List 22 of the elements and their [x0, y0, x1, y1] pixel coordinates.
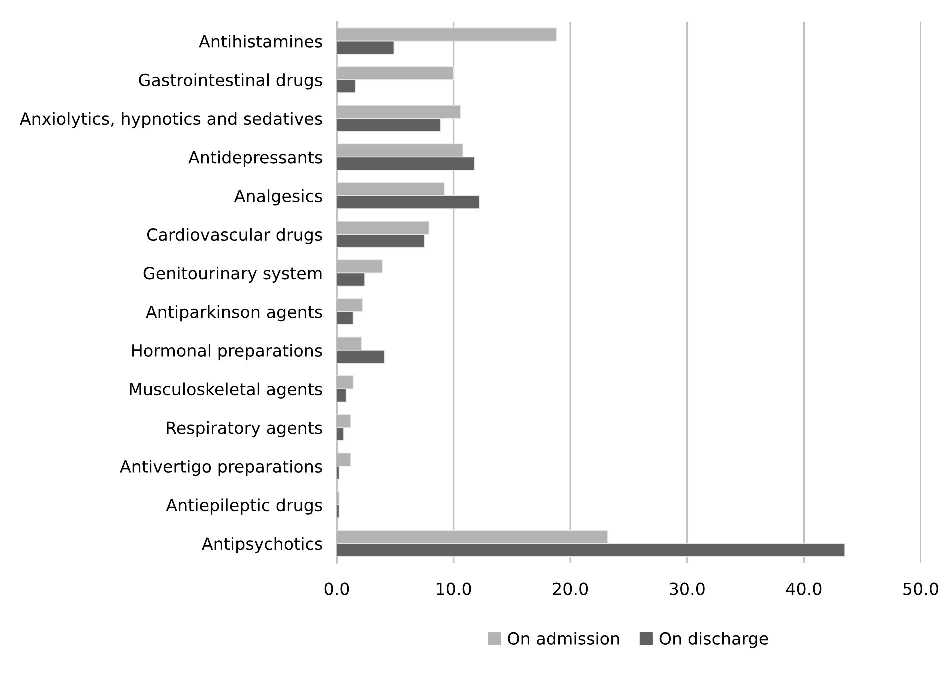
y-tick-label: Antiepileptic drugs	[166, 498, 322, 515]
y-tick-label: Antipsychotics	[202, 537, 322, 554]
legend-label: On admission	[508, 632, 620, 645]
x-tick-label: 10.0	[437, 582, 472, 596]
y-tick-label: Genitourinary system	[144, 266, 322, 283]
x-tick-label: 40.0	[786, 582, 822, 596]
y-tick-label: Hormonal preparations	[132, 344, 322, 360]
x-tick-label: 50.0	[904, 582, 938, 596]
y-tick-label: Respiratory agents	[167, 421, 322, 438]
x-tick-label: 0.0	[324, 582, 350, 596]
x-tick-label: 20.0	[553, 582, 588, 596]
y-tick-label: Antivertigo preparations	[120, 460, 322, 476]
y-tick-label: Musculoskeletal agents	[130, 382, 322, 399]
y-tick-label: Anxiolytics, hypnotics and sedatives	[20, 112, 322, 128]
legend-label: On discharge	[660, 632, 768, 648]
y-tick-label: Antiparkinson agents	[146, 305, 322, 322]
y-tick-label: Antihistamines	[199, 34, 322, 48]
y-tick-label: Antidepressants	[188, 150, 322, 168]
y-tick-label: Analgesics	[234, 190, 322, 206]
y-tick-label: Cardiovascular drugs	[147, 228, 322, 244]
y-tick-label: Gastrointestinal drugs	[139, 74, 322, 90]
x-tick-label: 30.0	[670, 582, 705, 596]
